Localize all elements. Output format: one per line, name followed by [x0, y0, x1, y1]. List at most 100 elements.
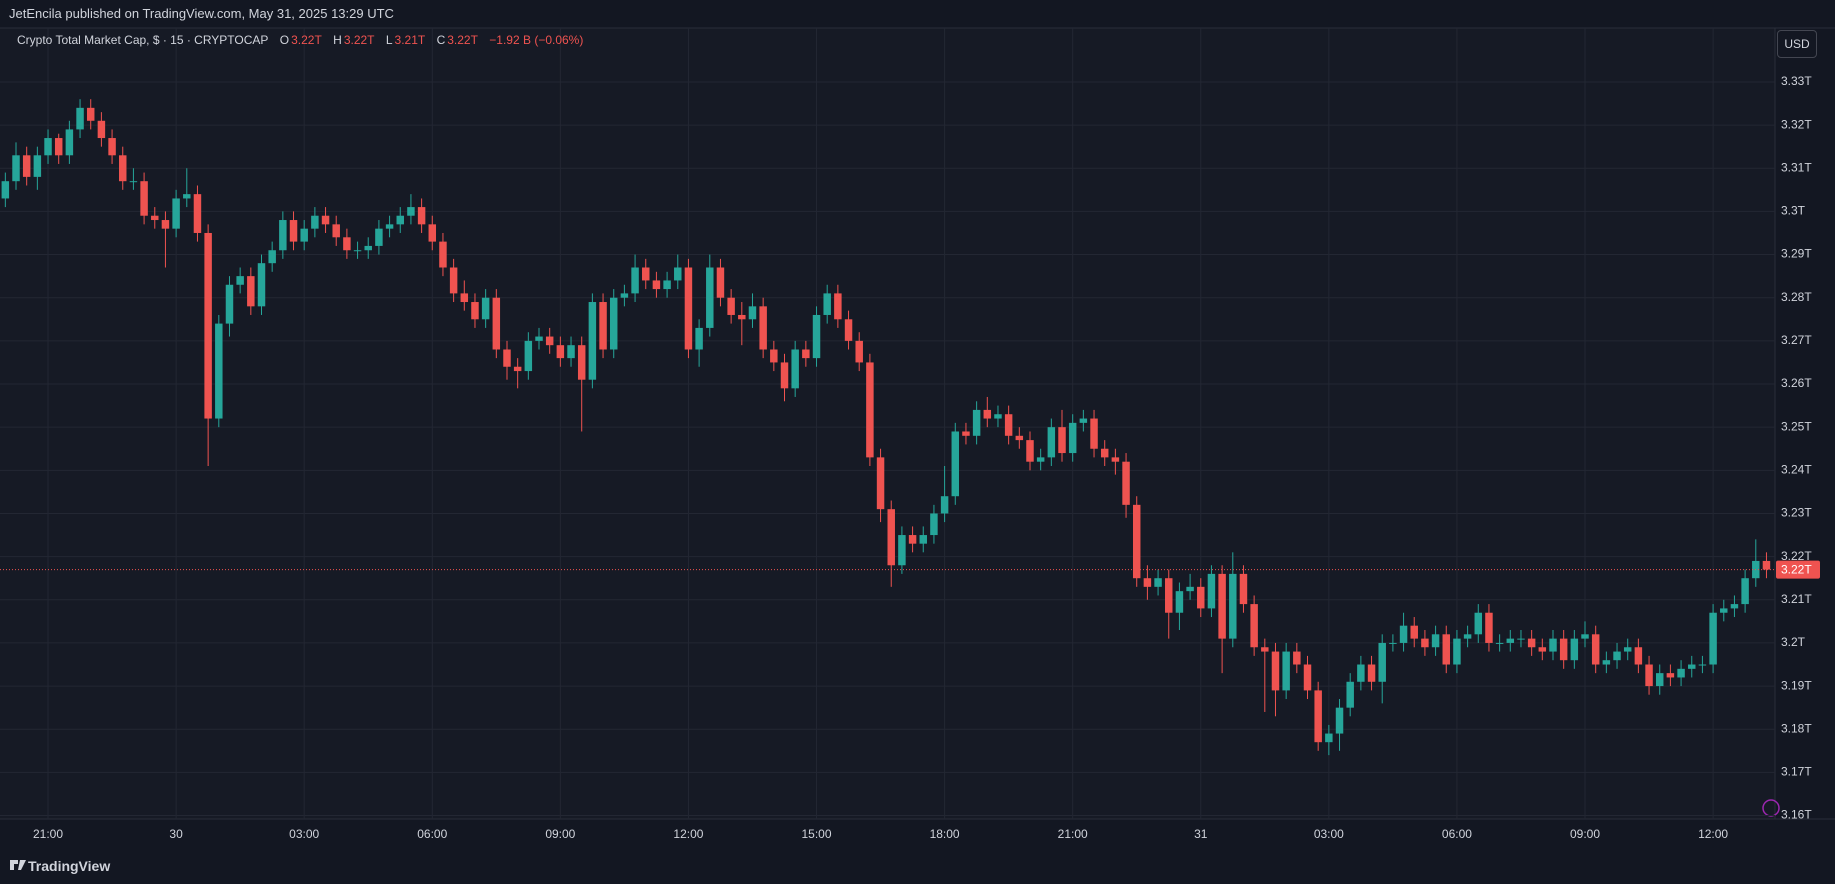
y-tick-label: 3.31T — [1781, 160, 1812, 174]
candle-body — [1623, 647, 1632, 652]
candle-body — [1346, 681, 1354, 708]
candle-body — [54, 138, 63, 156]
candle-body — [471, 302, 479, 320]
y-tick-label: 3.27T — [1781, 333, 1812, 347]
candle-body — [225, 284, 234, 324]
candle-body — [524, 340, 533, 372]
candle-body — [1314, 690, 1322, 743]
candle-body — [183, 194, 191, 199]
candle-body — [1068, 422, 1077, 454]
candle-body — [759, 306, 767, 350]
y-tick-label: 3.23T — [1781, 506, 1812, 520]
x-tick-label: 18:00 — [930, 827, 960, 841]
last-price-label: 3.22T — [1781, 563, 1812, 577]
candle-body — [770, 349, 778, 363]
y-tick-label: 3.28T — [1781, 290, 1812, 304]
ohlc-key: L — [385, 33, 393, 47]
y-tick-label: 3.19T — [1781, 678, 1812, 692]
candle-body — [1613, 651, 1621, 661]
candle-body — [1165, 578, 1173, 613]
candle-body — [1378, 642, 1386, 682]
x-tick-label: 15:00 — [802, 827, 832, 841]
currency-button[interactable]: USD — [1777, 30, 1817, 58]
candle-body — [1570, 638, 1579, 661]
candle-body — [215, 323, 223, 419]
candle-body — [12, 155, 20, 182]
candle-body — [492, 297, 501, 350]
y-tick-label: 3.21T — [1781, 592, 1812, 606]
candle-body — [1410, 625, 1418, 639]
candle-body — [1399, 625, 1408, 643]
candle-body — [86, 107, 95, 121]
candle-body — [65, 129, 74, 156]
candle-body — [1485, 612, 1493, 643]
candle-body — [1154, 578, 1162, 587]
candle-body — [76, 107, 84, 130]
candle-body — [1239, 573, 1248, 605]
candle-body — [1442, 634, 1450, 665]
y-tick-label: 3.32T — [1781, 117, 1812, 131]
candle-body — [481, 297, 490, 320]
candle-body — [1357, 664, 1365, 682]
ohlc-key: O — [279, 33, 290, 47]
candle-body — [577, 345, 586, 380]
candle-body — [908, 535, 917, 544]
candle-body — [129, 181, 138, 183]
ohlc-value: 3.21T — [394, 33, 426, 47]
candle-body — [535, 336, 543, 341]
candle-body — [545, 336, 554, 346]
candle-body — [1709, 612, 1717, 665]
candle-body — [1004, 414, 1013, 436]
candle-body — [1186, 586, 1194, 592]
x-tick-label: 09:00 — [545, 827, 575, 841]
candle-body — [1730, 604, 1739, 609]
brand-logo — [10, 860, 26, 870]
candle-body — [108, 138, 116, 156]
candle-body — [1132, 504, 1141, 579]
candle-body — [1559, 638, 1568, 661]
candle-body — [674, 267, 682, 281]
candle-body — [1100, 448, 1109, 458]
candle-body — [748, 306, 757, 320]
candle-body — [844, 319, 853, 341]
candle-body — [321, 215, 330, 225]
candle-body — [1495, 642, 1504, 644]
candle-body — [385, 224, 394, 229]
y-tick-label: 3.16T — [1781, 808, 1812, 822]
candle-body — [300, 228, 308, 242]
candle-body — [193, 194, 202, 233]
candle-body — [1645, 664, 1653, 687]
candle-body — [1389, 642, 1397, 644]
y-tick-label: 3.22T — [1781, 549, 1812, 563]
x-tick-label: 12:00 — [1698, 827, 1728, 841]
candle-body — [460, 293, 469, 303]
candle-body — [417, 207, 426, 225]
candle-body — [599, 302, 607, 350]
x-tick-label: 31 — [1194, 827, 1208, 841]
candle-body — [311, 215, 319, 229]
candle-body — [652, 280, 661, 290]
candle-body — [834, 293, 842, 320]
x-tick-label: 06:00 — [1442, 827, 1472, 841]
candle-body — [1634, 647, 1643, 665]
candle-body — [609, 297, 618, 350]
ohlc-key: H — [333, 33, 342, 47]
brand: TradingView — [28, 858, 111, 874]
candle-body — [343, 237, 351, 251]
y-tick-label: 3.33T — [1781, 74, 1812, 88]
ohlc-value: 3.22T — [343, 33, 375, 47]
candle-body — [972, 409, 981, 436]
candle-body — [1591, 634, 1600, 665]
candle-body — [1250, 604, 1258, 648]
candle-body — [823, 293, 831, 315]
x-tick-label: 21:00 — [1058, 827, 1088, 841]
candle-body — [962, 431, 970, 436]
candle-body — [940, 496, 949, 514]
candle-body — [1047, 427, 1056, 458]
candle-body — [449, 267, 458, 294]
candle-body — [140, 181, 148, 216]
candle-body — [1015, 435, 1024, 441]
candle-body — [919, 535, 927, 544]
candle-body — [887, 509, 895, 566]
